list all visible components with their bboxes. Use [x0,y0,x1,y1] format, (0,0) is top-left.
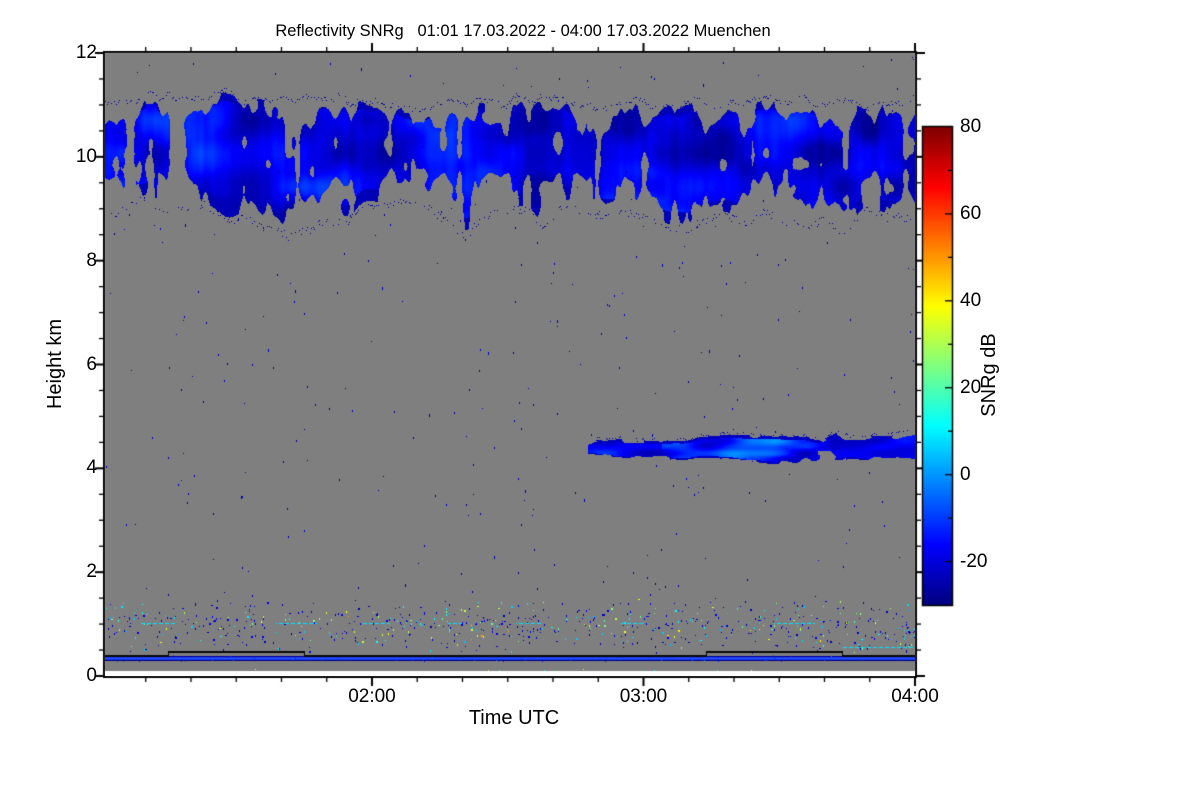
x-tick-label: 03:00 [619,686,668,707]
x-axis-title: Time UTC [468,707,560,729]
x-tick-label: 04:00 [891,686,939,707]
chart-title: Reflectivity SNRg 01:01 17.03.2022 - 04:… [275,22,771,40]
y-tick-label: 12 [75,42,97,63]
y-tick-label: 6 [86,353,97,375]
colorbar-tick-label: 40 [960,289,982,311]
colorbar-title: SNRg dB [978,333,1000,417]
colorbar-tick-label: -20 [960,550,988,572]
y-tick-label: 4 [86,457,97,479]
y-tick-label: 8 [86,249,97,271]
colorbar-tick-label: 80 [960,116,982,137]
colorbar-tick-label: 20 [960,376,982,398]
x-tick-label: 02:00 [348,686,396,707]
y-tick-label: 10 [75,145,97,167]
colorbar-tick-label: 0 [960,463,971,485]
y-tick-label: 0 [86,665,97,686]
y-tick-label: 2 [86,561,97,583]
colorbar-tick-label: 60 [960,202,982,224]
radar-heatmap-canvas [105,53,915,676]
